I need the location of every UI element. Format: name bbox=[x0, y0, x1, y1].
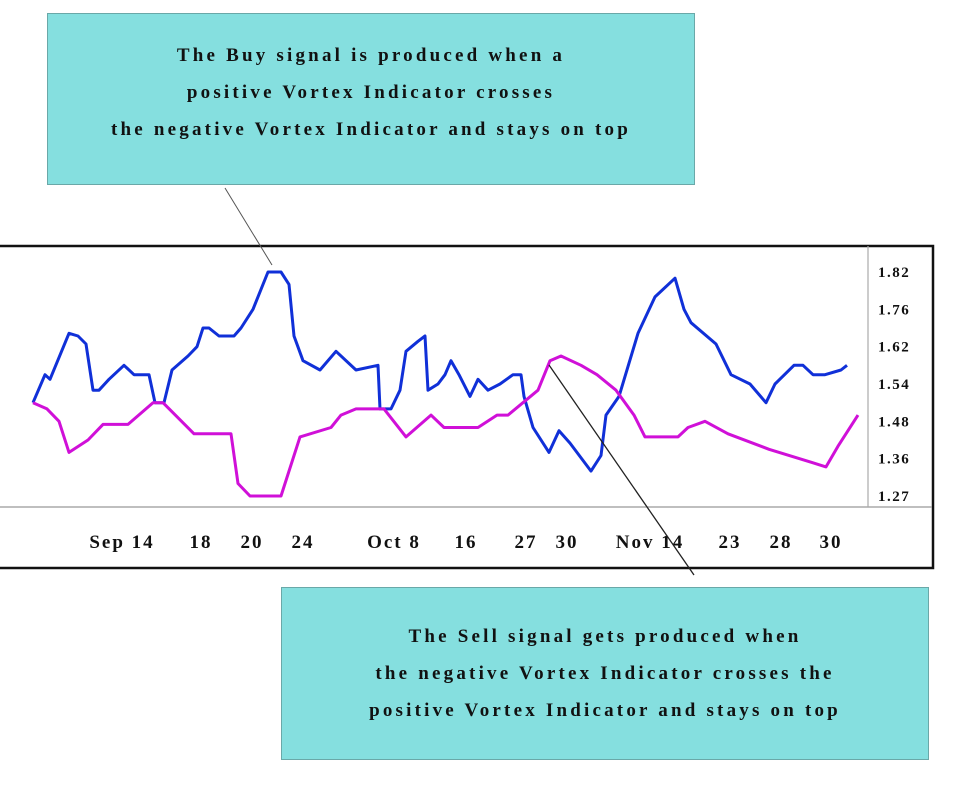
sell-line-2: the negative Vortex Indicator crosses th… bbox=[375, 663, 835, 684]
y-tick-label: 1.48 bbox=[878, 414, 910, 430]
x-tick-label: 20 bbox=[241, 532, 264, 553]
x-tick-label: 28 bbox=[770, 532, 793, 553]
x-tick-label: 30 bbox=[820, 532, 843, 553]
y-tick-label: 1.54 bbox=[878, 377, 910, 393]
buy-pointer-line bbox=[224, 187, 273, 266]
x-tick-label: Oct 8 bbox=[367, 532, 421, 553]
x-tick-label: 27 bbox=[515, 532, 538, 553]
sell-pointer-line bbox=[548, 364, 695, 576]
x-tick-label: 30 bbox=[556, 532, 579, 553]
sell-line-3: positive Vortex Indicator and stays on t… bbox=[369, 700, 841, 721]
x-tick-label: 18 bbox=[190, 532, 213, 553]
x-tick-label: 24 bbox=[292, 532, 315, 553]
y-tick-label: 1.82 bbox=[878, 265, 910, 281]
sell-signal-callout: The Sell signal gets produced when the n… bbox=[281, 587, 929, 760]
chart-frame bbox=[0, 244, 935, 570]
y-tick-label: 1.76 bbox=[878, 302, 910, 318]
sell-line-1: The Sell signal gets produced when bbox=[408, 626, 802, 647]
x-tick-label: Sep 14 bbox=[89, 532, 154, 553]
y-tick-label: 1.62 bbox=[878, 340, 910, 356]
x-tick-label: Nov 14 bbox=[616, 532, 684, 553]
negative-vortex-line bbox=[32, 354, 860, 498]
buy-line-2: positive Vortex Indicator crosses bbox=[186, 81, 556, 103]
y-tick-label: 1.36 bbox=[878, 452, 910, 468]
buy-line-1: The Buy signal is produced when a bbox=[176, 44, 566, 66]
x-tick-label: 16 bbox=[455, 532, 478, 553]
buy-line-3: the negative Vortex Indicator and stays … bbox=[110, 118, 631, 140]
positive-vortex-line bbox=[31, 270, 848, 473]
x-tick-label: 23 bbox=[719, 532, 742, 553]
y-tick-label: 1.27 bbox=[878, 489, 910, 505]
buy-signal-callout: The Buy signal is produced when a positi… bbox=[47, 13, 695, 185]
